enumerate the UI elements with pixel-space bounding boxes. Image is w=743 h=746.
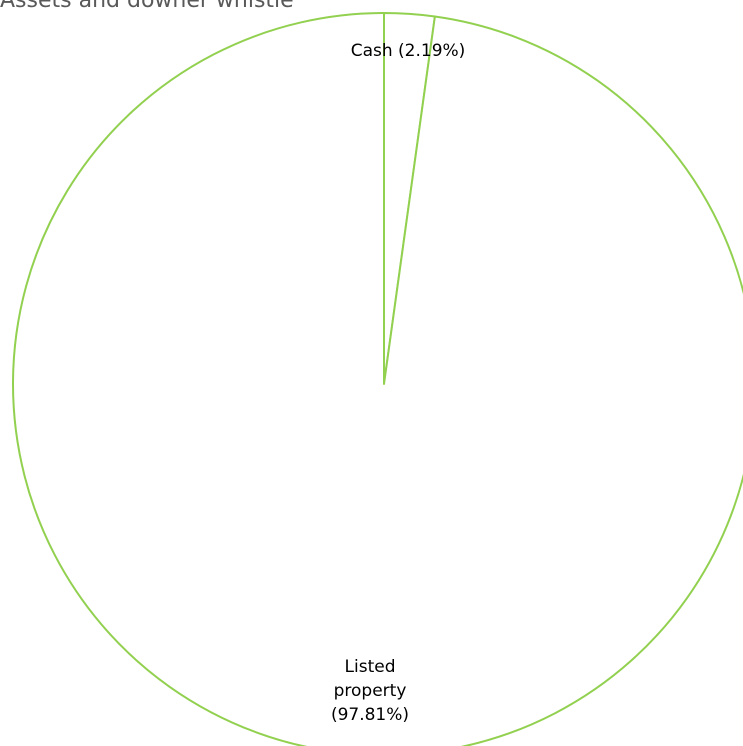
slice-label-line: Listed [345, 657, 396, 677]
slice-label-line: Cash (2.19%) [351, 41, 466, 61]
slice-label-cash: Cash (2.19%) [351, 41, 466, 61]
pie-slices [12, 12, 743, 746]
chart-title: Assets and downer whistle [0, 0, 294, 13]
slice-label-line: (97.81%) [331, 705, 409, 725]
pie-slice-listed-property [12, 12, 743, 746]
slice-label-listed-property: Listed property (97.81%) [331, 657, 409, 725]
slice-label-line: property [334, 681, 407, 701]
pie-labels: Cash (2.19%) Listed property (97.81%) [331, 41, 465, 725]
